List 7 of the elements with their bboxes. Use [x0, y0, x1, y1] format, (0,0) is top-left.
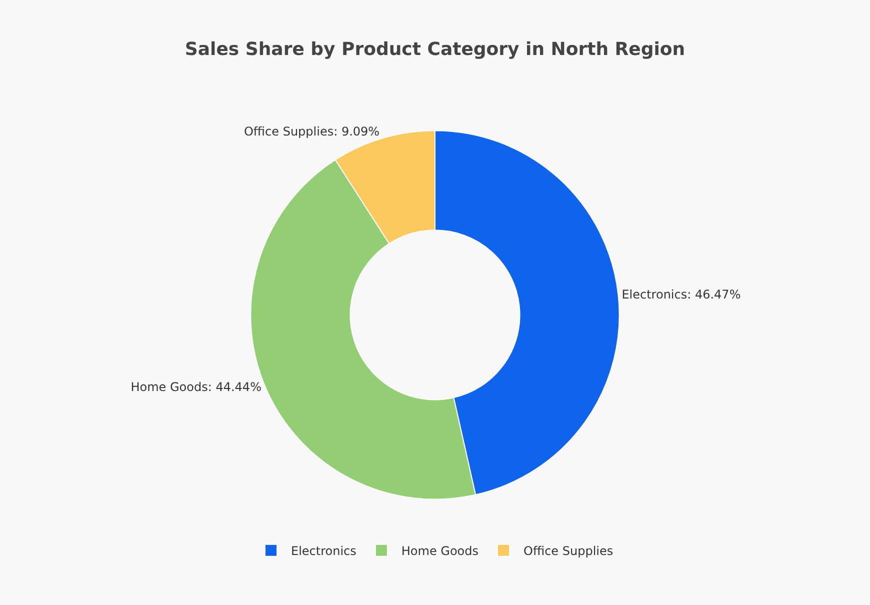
chart-title: Sales Share by Product Category in North Region: [184, 38, 686, 60]
legend-label: Office Supplies: [524, 544, 614, 558]
legend-label: Electronics: [291, 544, 356, 558]
data-label: Electronics: 46.47%: [622, 287, 741, 302]
legend-label: Home Goods: [401, 544, 479, 558]
data-label: Office Supplies: 9.09%: [244, 124, 380, 139]
data-label: Home Goods: 44.44%: [130, 380, 262, 394]
